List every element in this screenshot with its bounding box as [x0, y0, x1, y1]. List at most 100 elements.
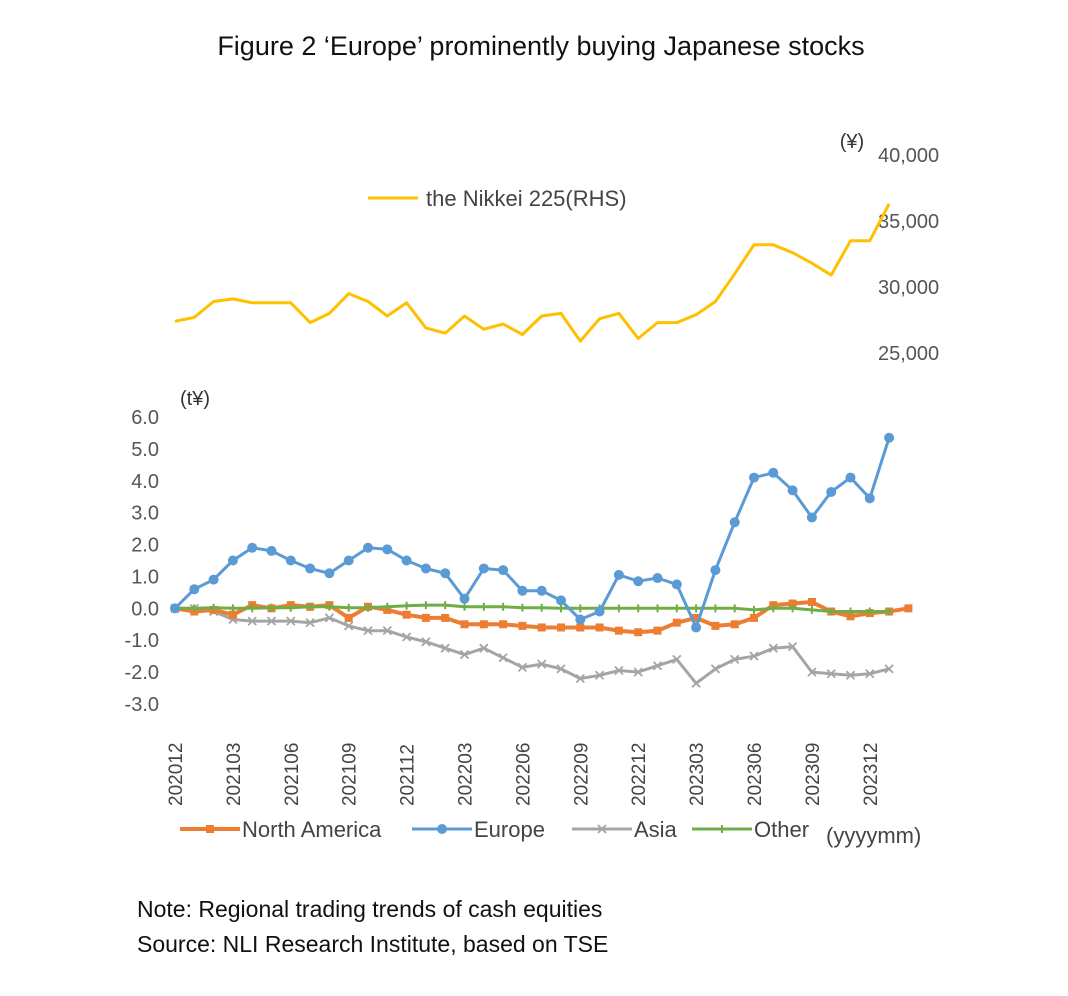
x-tick-label: 202103	[224, 743, 245, 806]
north-america-point	[576, 623, 585, 632]
north-america-point	[614, 626, 623, 635]
x-tick-label: 202203	[456, 743, 477, 806]
north-america-point	[460, 620, 469, 629]
europe-point	[382, 544, 393, 555]
x-tick-label: 202303	[687, 743, 708, 806]
asia-point	[594, 670, 605, 680]
europe-point	[420, 563, 431, 574]
asia-point	[556, 664, 566, 674]
europe-point	[594, 606, 605, 617]
asia-point	[845, 670, 856, 680]
europe-point	[363, 542, 373, 553]
top-y-tick-label: 30,000	[878, 277, 939, 299]
europe-point	[459, 593, 470, 604]
europe-legend-label: Europe	[474, 817, 545, 842]
nikkei-panel: (¥) 25,000 30,000 35,000 40,000 the Nikkei 22…	[174, 131, 939, 365]
asia-point	[459, 649, 470, 660]
north-america-point	[653, 626, 662, 635]
europe-point	[768, 467, 779, 478]
x-tick-label: 202012	[166, 743, 187, 806]
asia-point	[575, 673, 585, 684]
asia-point	[730, 654, 740, 664]
europe-point	[826, 486, 837, 497]
europe-series	[170, 432, 895, 633]
asia-point	[691, 678, 701, 688]
europe-point	[227, 555, 238, 566]
other-point	[383, 602, 392, 611]
north-america-point	[730, 620, 739, 629]
asia-point	[498, 653, 508, 663]
other-point	[846, 607, 855, 616]
asia-point	[479, 643, 489, 653]
asia-point	[865, 669, 875, 679]
europe-point	[845, 472, 856, 483]
asia-point	[768, 643, 778, 653]
europe-line	[173, 437, 891, 629]
asia-point	[266, 616, 277, 626]
x-axis-unit-label: (yyyymm)	[826, 823, 921, 848]
top-y-unit: (¥)	[840, 131, 864, 153]
other-point	[306, 602, 315, 611]
asia-point	[286, 616, 296, 626]
asia-point	[672, 654, 682, 664]
north-america-legend-point	[206, 825, 214, 833]
other-point	[209, 603, 218, 612]
other-point	[248, 604, 257, 613]
north-america-legend-label: North America	[242, 817, 382, 842]
x-tick-label: 202306	[745, 743, 766, 806]
x-tick-label: 202109	[340, 743, 361, 806]
asia-point	[517, 662, 528, 672]
asia-point	[884, 664, 894, 674]
other-point	[460, 602, 469, 611]
europe-point	[691, 622, 702, 633]
asia-point	[440, 643, 450, 653]
asia-point	[537, 659, 547, 669]
other-point	[885, 607, 894, 616]
europe-point	[652, 573, 663, 584]
europe-point	[305, 563, 316, 574]
x-tick-label: 202312	[861, 743, 882, 806]
other-point	[692, 604, 701, 613]
asia-point	[382, 626, 392, 636]
europe-point	[710, 565, 721, 576]
north-america-point	[228, 610, 237, 619]
bottom-legend: North America Europe Asia Other (yyyymm)	[180, 817, 921, 848]
north-america-point	[557, 623, 565, 632]
north-america-point	[904, 604, 913, 613]
europe-point	[749, 472, 759, 483]
other-point	[750, 605, 758, 614]
other-point	[402, 601, 411, 610]
north-america-point	[595, 623, 604, 632]
x-tick-label: 202106	[282, 743, 303, 806]
europe-point	[864, 493, 875, 504]
north-america-point	[846, 612, 855, 621]
x-tick-label: 202212	[629, 743, 650, 806]
other-point	[730, 604, 739, 613]
north-america-point	[518, 621, 527, 630]
bottom-y-unit: (t¥)	[180, 388, 210, 410]
europe-point	[285, 555, 296, 566]
other-point	[286, 603, 295, 612]
europe-point	[247, 542, 258, 553]
north-america-point	[421, 613, 430, 622]
asia-point	[421, 637, 431, 647]
other-point	[325, 602, 334, 611]
other-point	[634, 604, 643, 613]
europe-point	[613, 569, 624, 580]
europe-point	[671, 579, 682, 590]
asia-point	[247, 616, 257, 626]
other-point	[614, 604, 623, 613]
x-tick-label: 202209	[571, 743, 592, 806]
other-point	[190, 604, 199, 613]
asia-point	[652, 661, 663, 671]
north-america-point	[499, 620, 508, 629]
asia-point	[344, 621, 354, 631]
asia-point	[614, 665, 624, 676]
north-america-point	[672, 618, 681, 627]
other-point	[788, 604, 797, 613]
other-point	[865, 607, 874, 616]
other-point	[827, 607, 836, 616]
north-america-point	[441, 613, 450, 622]
north-america-point	[537, 623, 546, 632]
